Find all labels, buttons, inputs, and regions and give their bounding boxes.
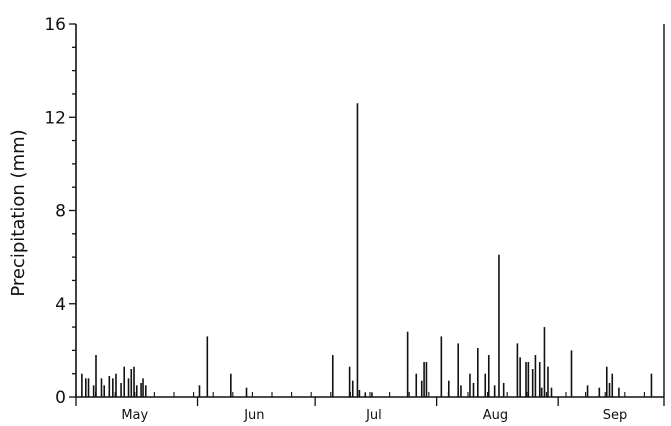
x-month-label: Jul: [365, 408, 382, 423]
y-axis-ticks: 0 4 8 12 16: [44, 15, 76, 408]
x-month-label: May: [121, 408, 148, 423]
x-month-label: Aug: [483, 408, 508, 423]
x-month-label: Sep: [603, 408, 628, 423]
x-month-label: Jun: [243, 408, 264, 423]
y-axis-label: Precipitation (mm): [8, 129, 29, 296]
y-tick-label: 4: [55, 295, 66, 315]
y-tick-label: 8: [55, 202, 66, 222]
x-axis-ticks: May Jun Jul Aug Sep: [75, 392, 665, 423]
precipitation-bars: [81, 103, 653, 397]
y-tick-label: 16: [44, 15, 66, 35]
y-tick-label: 12: [44, 108, 66, 128]
y-tick-label: 0: [55, 388, 66, 408]
